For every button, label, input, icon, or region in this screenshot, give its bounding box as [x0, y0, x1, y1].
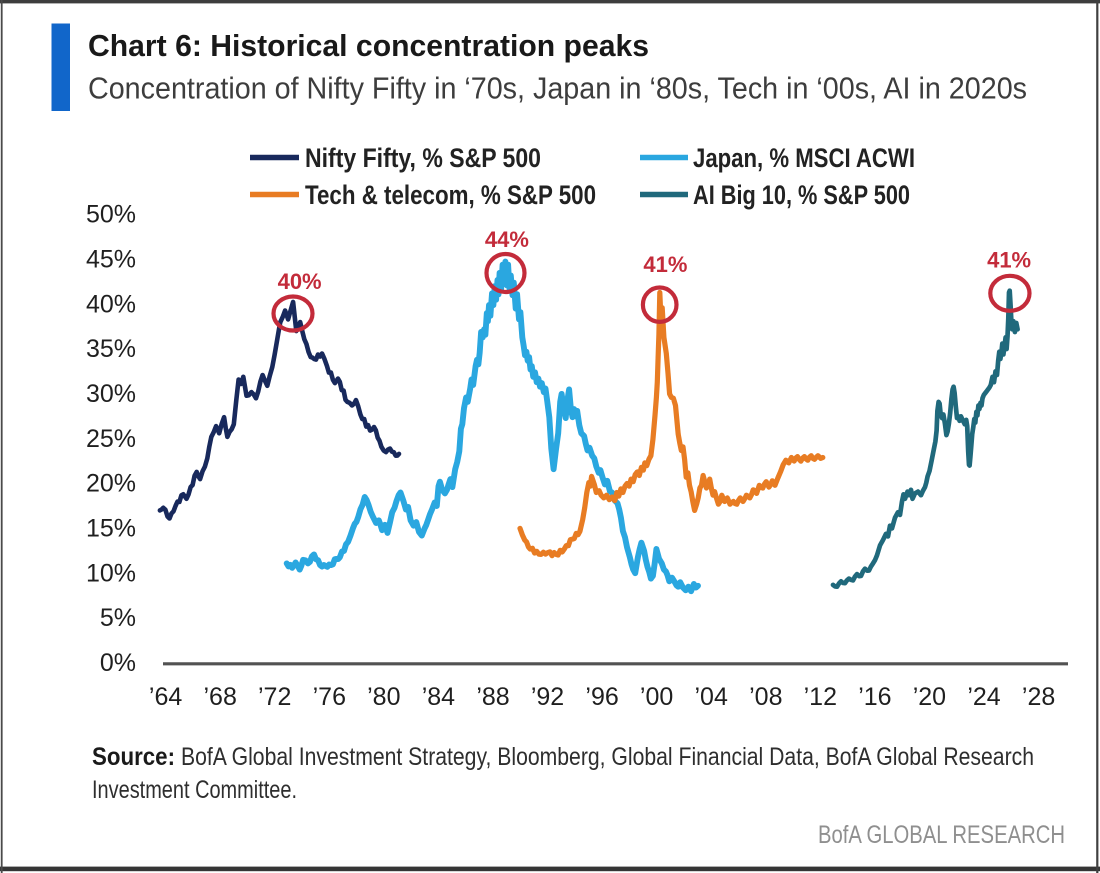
svg-text:’12: ’12: [804, 683, 837, 711]
svg-text:40%: 40%: [86, 290, 136, 318]
svg-text:41%: 41%: [987, 248, 1031, 273]
svg-text:5%: 5%: [100, 604, 136, 632]
svg-text:’20: ’20: [913, 683, 946, 711]
svg-text:Investment Committee.: Investment Committee.: [92, 776, 297, 804]
svg-text:40%: 40%: [278, 269, 322, 294]
svg-text:35%: 35%: [86, 335, 136, 363]
svg-text:10%: 10%: [86, 559, 136, 587]
svg-text:’64: ’64: [149, 683, 182, 711]
svg-text:Concentration of Nifty Fifty i: Concentration of Nifty Fifty in ‘70s, Ja…: [88, 71, 1027, 106]
svg-text:25%: 25%: [86, 425, 136, 453]
svg-text:’28: ’28: [1022, 683, 1055, 711]
svg-text:’24: ’24: [967, 683, 1000, 711]
svg-text:’72: ’72: [258, 683, 291, 711]
svg-text:20%: 20%: [86, 470, 136, 498]
svg-text:41%: 41%: [643, 252, 687, 277]
svg-text:45%: 45%: [86, 245, 136, 273]
svg-text:Source:: Source:: [92, 743, 175, 771]
svg-text:’80: ’80: [367, 683, 400, 711]
svg-text:’92: ’92: [531, 683, 564, 711]
svg-text:’84: ’84: [422, 683, 455, 711]
svg-text:’88: ’88: [476, 683, 509, 711]
svg-text:’16: ’16: [858, 683, 891, 711]
svg-text:Nifty Fifty, % S&P 500: Nifty Fifty, % S&P 500: [305, 143, 541, 173]
svg-text:’08: ’08: [749, 683, 782, 711]
svg-text:Tech & telecom, % S&P 500: Tech & telecom, % S&P 500: [305, 180, 596, 210]
svg-text:15%: 15%: [86, 515, 136, 543]
svg-text:’00: ’00: [640, 683, 673, 711]
svg-text:BofA Global Investment Strateg: BofA Global Investment Strategy, Bloombe…: [181, 743, 1034, 771]
svg-text:Chart 6: Historical concentrat: Chart 6: Historical concentration peaks: [88, 28, 649, 63]
svg-text:’68: ’68: [204, 683, 237, 711]
svg-text:30%: 30%: [86, 380, 136, 408]
svg-text:Japan, % MSCI ACWI: Japan, % MSCI ACWI: [693, 143, 915, 173]
svg-text:BofA GLOBAL RESEARCH: BofA GLOBAL RESEARCH: [818, 821, 1065, 849]
svg-text:50%: 50%: [86, 201, 136, 229]
svg-text:’76: ’76: [313, 683, 346, 711]
svg-text:’96: ’96: [585, 683, 618, 711]
svg-text:AI Big 10, % S&P 500: AI Big 10, % S&P 500: [693, 180, 910, 210]
svg-text:’04: ’04: [695, 683, 728, 711]
svg-text:0%: 0%: [100, 649, 136, 677]
svg-text:44%: 44%: [485, 227, 529, 252]
